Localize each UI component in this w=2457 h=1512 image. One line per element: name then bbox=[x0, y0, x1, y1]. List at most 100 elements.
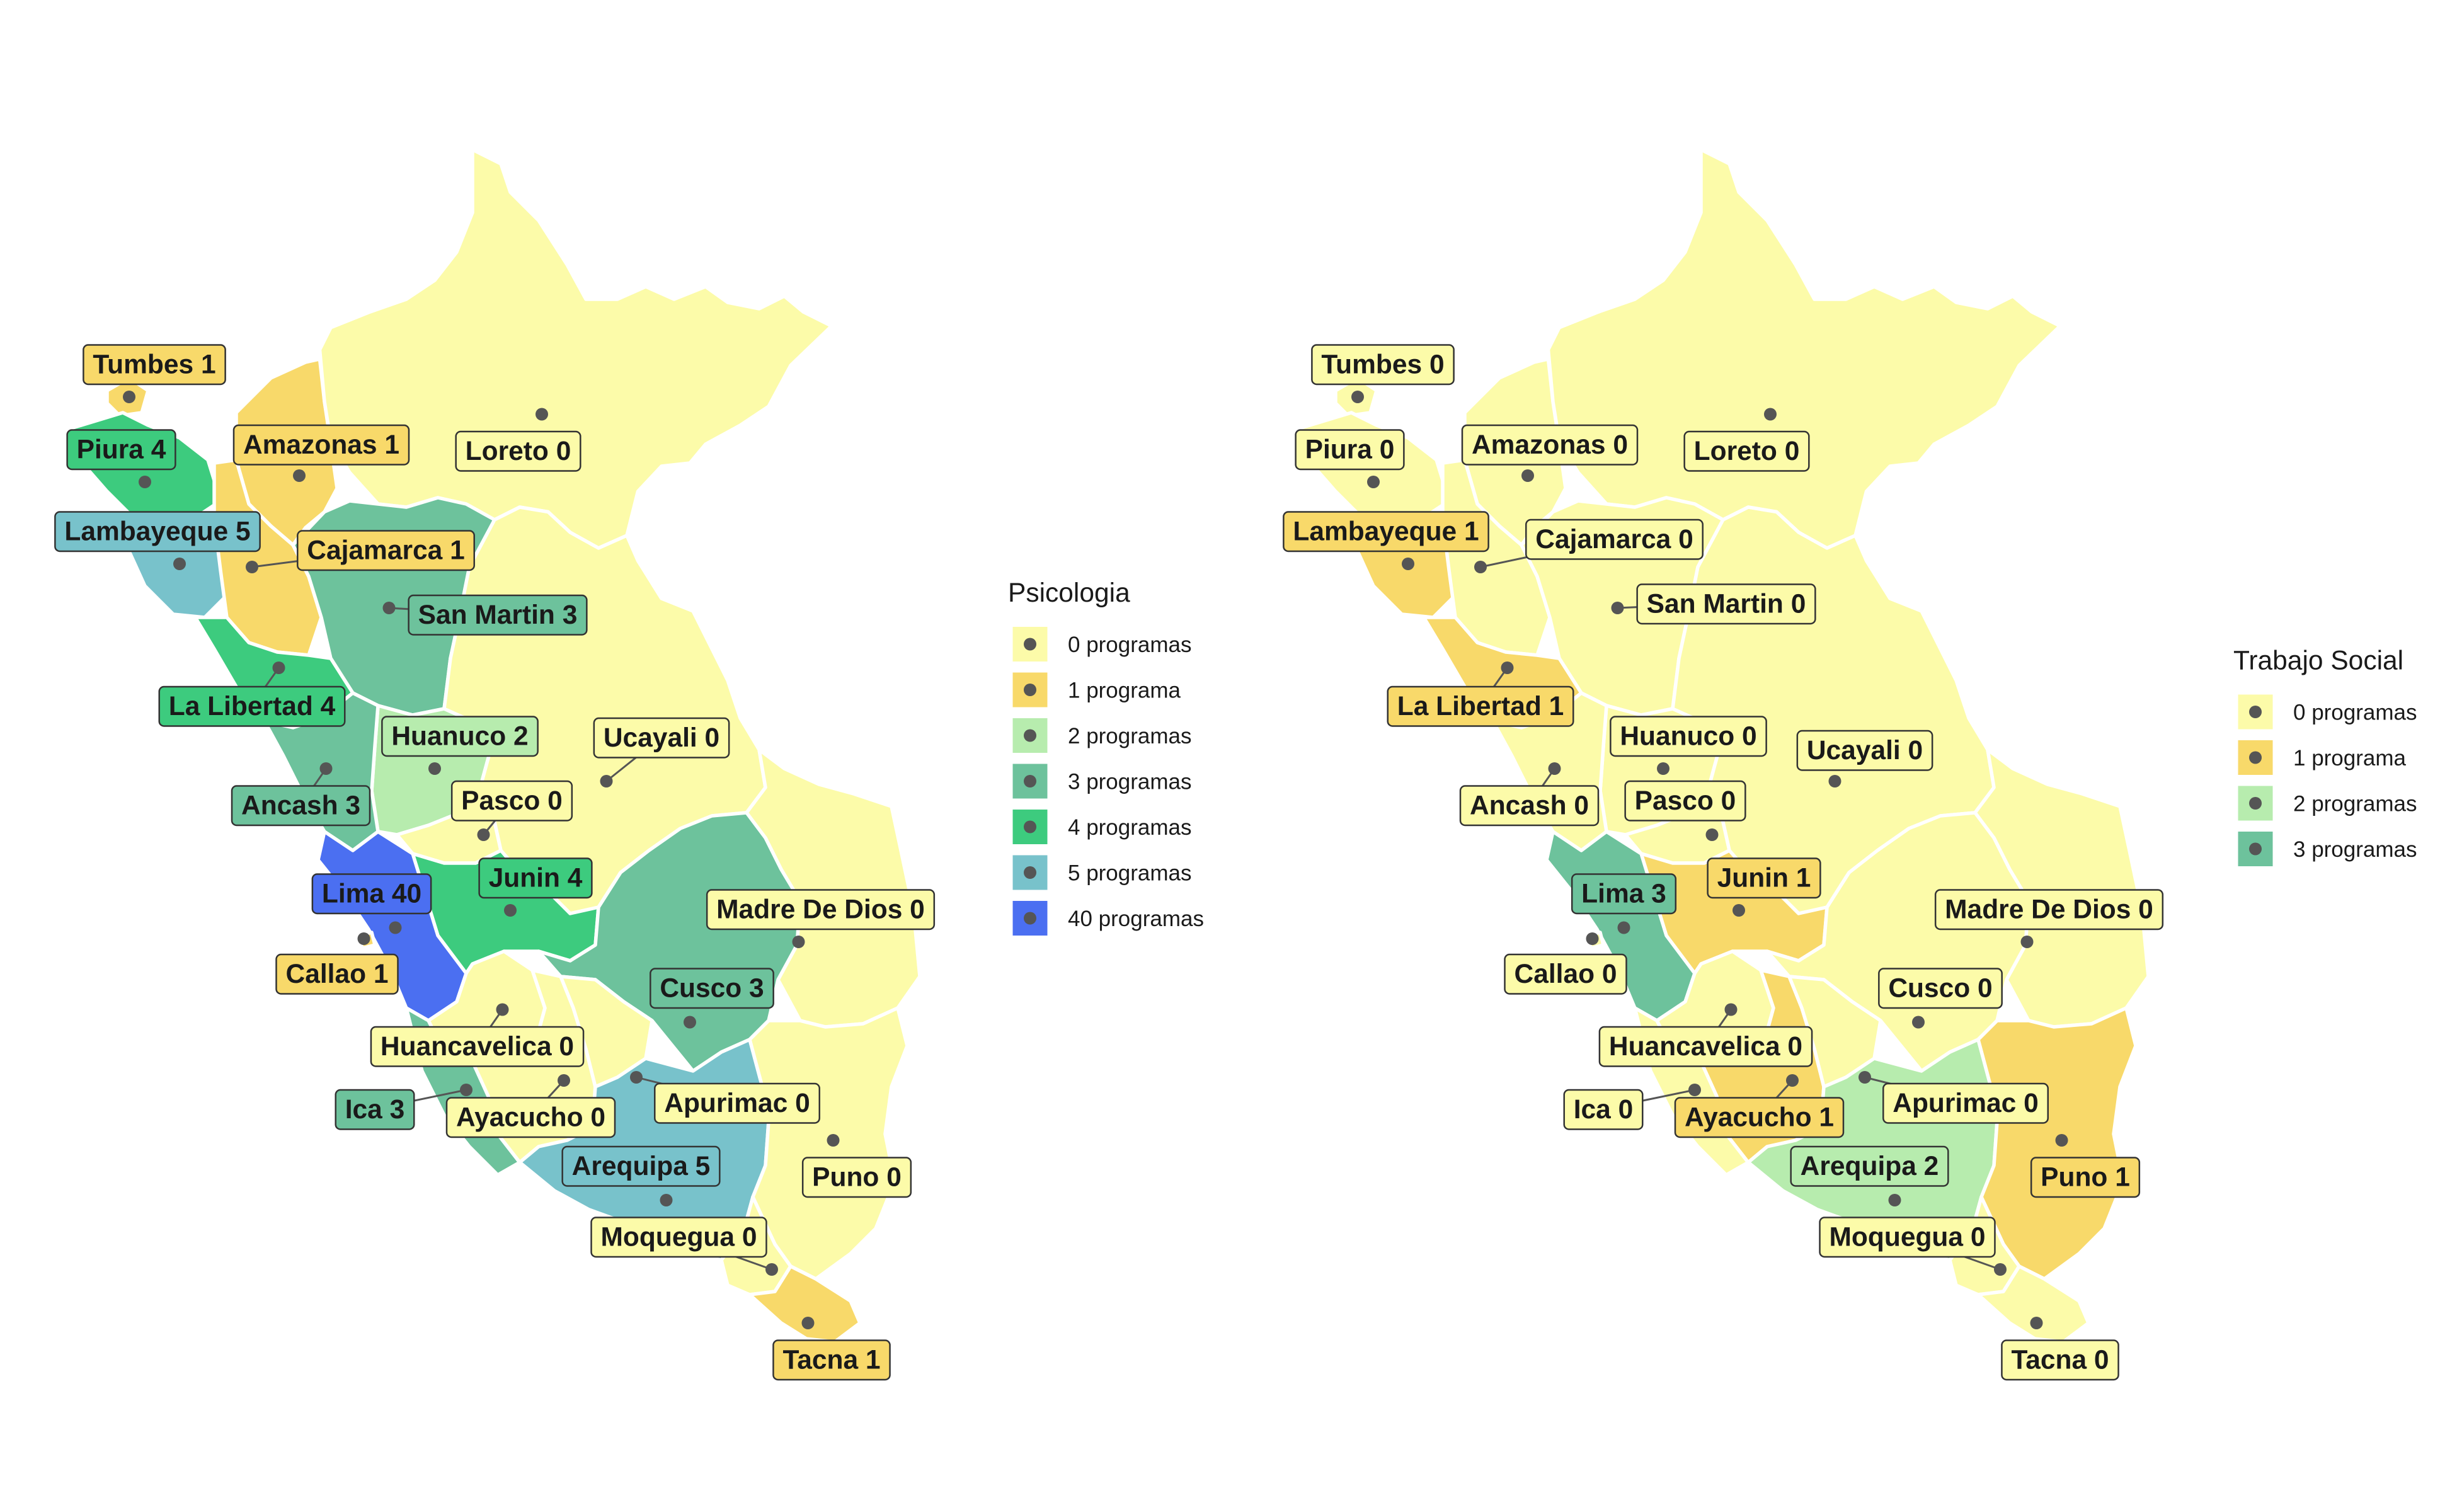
legend-item: 2 programas bbox=[1012, 718, 1191, 753]
label-text-cajamarca: Cajamarca 0 bbox=[1535, 525, 1693, 554]
label-box-lambayeque bbox=[54, 511, 261, 553]
label-text-puno: Puno 0 bbox=[812, 1163, 902, 1193]
label-box-ancash bbox=[1459, 785, 1600, 827]
label-box-lima bbox=[311, 873, 432, 915]
legend-item: 1 programa bbox=[1012, 672, 1181, 707]
label-lima: Lima 40 bbox=[311, 873, 432, 915]
label-ica: Ica 3 bbox=[335, 1089, 415, 1130]
label-text-callao: Callao 0 bbox=[1515, 959, 1617, 989]
dot-madre-de-dios bbox=[792, 936, 805, 948]
label-box-cusco bbox=[650, 968, 774, 1009]
dot-madre-de-dios bbox=[2020, 936, 2034, 948]
label-box-cajamarca bbox=[1525, 518, 1704, 560]
legend-label: 0 programas bbox=[1068, 633, 1191, 657]
label-text-san-martin: San Martin 3 bbox=[418, 600, 578, 630]
label-ayacucho: Ayacucho 1 bbox=[1674, 1097, 1845, 1138]
region-tacna bbox=[748, 1264, 862, 1344]
label-ancash: Ancash 0 bbox=[1459, 785, 1600, 827]
label-ayacucho: Ayacucho 0 bbox=[445, 1097, 616, 1138]
label-text-amazonas: Amazonas 1 bbox=[243, 430, 399, 460]
label-text-moquegua: Moquegua 0 bbox=[601, 1223, 757, 1252]
label-text-cajamarca: Cajamarca 1 bbox=[307, 536, 464, 566]
label-text-piura: Piura 0 bbox=[1305, 435, 1395, 465]
label-arequipa: Arequipa 2 bbox=[1790, 1145, 1949, 1187]
label-callao: Callao 0 bbox=[1504, 953, 1627, 995]
dot-huancavelica bbox=[1724, 1003, 1738, 1016]
legend-dot bbox=[2249, 751, 2262, 764]
label-amazonas: Amazonas 0 bbox=[1461, 424, 1639, 466]
label-ica: Ica 0 bbox=[1563, 1089, 1644, 1130]
label-tacna: Tacna 1 bbox=[772, 1339, 891, 1381]
dot-lima bbox=[389, 921, 402, 934]
dot-junin bbox=[504, 904, 517, 917]
label-box-cusco bbox=[1878, 968, 2003, 1009]
label-puno: Puno 1 bbox=[2030, 1157, 2141, 1198]
dot-ica bbox=[460, 1084, 472, 1096]
label-text-pasco: Pasco 0 bbox=[461, 786, 563, 816]
dot-la-libertad bbox=[1501, 662, 1514, 674]
dot-arequipa bbox=[1888, 1194, 1901, 1206]
dot-apurimac bbox=[630, 1071, 643, 1084]
label-box-arequipa bbox=[561, 1145, 721, 1187]
dot-lambayeque bbox=[173, 558, 186, 570]
label-puno: Puno 0 bbox=[801, 1157, 912, 1198]
dot-huancavelica bbox=[496, 1003, 509, 1016]
dot-callao bbox=[357, 932, 370, 945]
region-labels: Tumbes 1 Piura 4 Lambayeque 5 Amazonas 1 Caj… bbox=[54, 344, 936, 1381]
label-box-ayacucho bbox=[445, 1097, 616, 1138]
dot-ucayali bbox=[1828, 775, 1841, 788]
dot-cajamarca bbox=[246, 561, 258, 573]
dot-junin bbox=[1732, 904, 1745, 917]
label-cusco: Cusco 3 bbox=[650, 968, 774, 1009]
legend-dot bbox=[1024, 820, 1036, 833]
dot-cajamarca bbox=[1474, 561, 1487, 573]
label-la-libertad: La Libertad 4 bbox=[158, 685, 346, 727]
dot-amazonas bbox=[293, 469, 306, 482]
label-box-puno bbox=[801, 1157, 912, 1198]
legend-item: 3 programas bbox=[2238, 832, 2417, 866]
label-madre-de-dios: Madre De Dios 0 bbox=[706, 889, 936, 931]
label-box-huanuco bbox=[381, 716, 539, 757]
label-ucayali: Ucayali 0 bbox=[1796, 730, 1933, 771]
label-junin: Junin 1 bbox=[1707, 857, 1821, 899]
label-text-lambayeque: Lambayeque 5 bbox=[64, 517, 250, 547]
label-text-tacna: Tacna 0 bbox=[2011, 1346, 2109, 1375]
legend-psicologia: Psicologia 0 programas 1 programa 2 progra… bbox=[1008, 578, 1204, 936]
legend-dot bbox=[1024, 775, 1036, 788]
label-box-junin bbox=[478, 857, 593, 899]
label-text-amazonas: Amazonas 0 bbox=[1472, 430, 1628, 460]
label-box-arequipa bbox=[1790, 1145, 1949, 1187]
label-text-apurimac: Apurimac 0 bbox=[664, 1089, 810, 1118]
label-pasco: Pasco 0 bbox=[450, 780, 573, 822]
label-text-ucayali: Ucayali 0 bbox=[604, 723, 719, 753]
label-box-huanuco bbox=[1610, 716, 1767, 757]
label-loreto: Loreto 0 bbox=[1683, 430, 1810, 472]
dot-lambayeque bbox=[1402, 558, 1414, 570]
legend-label: 2 programas bbox=[2293, 792, 2417, 816]
label-box-moquegua bbox=[1819, 1217, 1996, 1258]
label-ucayali: Ucayali 0 bbox=[593, 717, 730, 759]
label-text-lima: Lima 3 bbox=[1581, 879, 1666, 909]
label-box-callao bbox=[1504, 953, 1627, 995]
label-tumbes: Tumbes 1 bbox=[83, 344, 226, 386]
region-dots bbox=[1351, 391, 2068, 1329]
label-text-lima: Lima 40 bbox=[322, 879, 421, 909]
legend-dot bbox=[1024, 729, 1036, 742]
label-tacna: Tacna 0 bbox=[2001, 1339, 2119, 1381]
label-huanuco: Huanuco 2 bbox=[381, 716, 539, 757]
label-box-pasco bbox=[450, 780, 573, 822]
label-apurimac: Apurimac 0 bbox=[1882, 1082, 2049, 1124]
label-loreto: Loreto 0 bbox=[455, 430, 581, 472]
label-box-madre-de-dios bbox=[1934, 889, 2164, 931]
dot-huanuco bbox=[1657, 762, 1670, 775]
region-loreto bbox=[318, 147, 833, 550]
label-box-tacna bbox=[772, 1339, 891, 1381]
label-piura: Piura 4 bbox=[66, 429, 176, 471]
legend-label: 3 programas bbox=[2293, 837, 2417, 862]
label-huancavelica: Huancavelica 0 bbox=[1598, 1026, 1813, 1067]
region-cajamarca bbox=[1441, 458, 1552, 657]
label-text-madre-de-dios: Madre De Dios 0 bbox=[1945, 895, 2153, 925]
label-huancavelica: Huancavelica 0 bbox=[370, 1026, 585, 1067]
dot-loreto bbox=[536, 408, 548, 421]
